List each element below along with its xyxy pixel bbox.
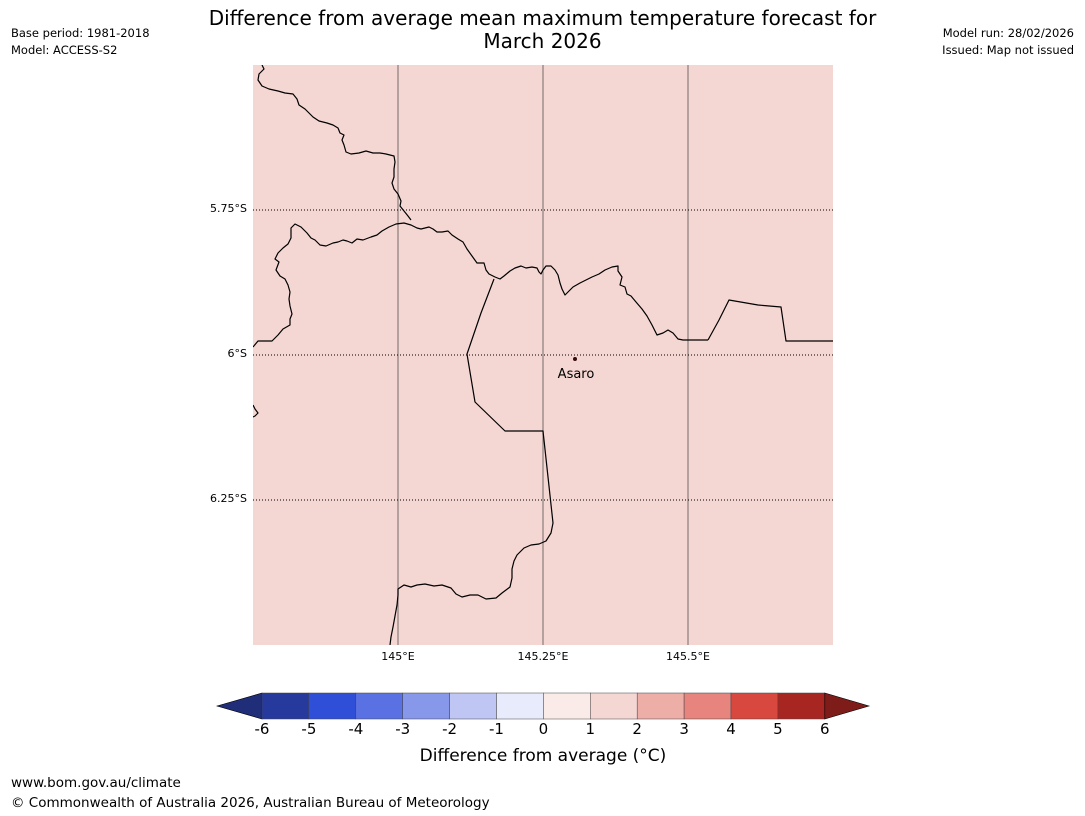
colorbar-segment — [261, 692, 310, 720]
metadata-right: Model run: 28/02/2026 Issued: Map not is… — [942, 25, 1074, 59]
lat-label-5-75s: 5.75°S — [210, 202, 247, 215]
colorbar-segment — [355, 692, 403, 720]
colorbar-segment — [636, 692, 685, 720]
lat-label-6-25s: 6.25°S — [210, 492, 247, 505]
metadata-left: Base period: 1981-2018 Model: ACCESS-S2 — [11, 25, 150, 59]
model-run-text: Model run: 28/02/2026 — [942, 26, 1074, 40]
colorbar-segment — [449, 692, 497, 720]
boundary-goroka-west — [389, 278, 554, 646]
colorbar-segment — [590, 692, 638, 720]
map-svg: Asaro — [252, 64, 833, 646]
colorbar-under-arrow — [215, 692, 263, 720]
boundary-northwest — [257, 64, 412, 221]
colorbar-tick-label: 3 — [679, 720, 689, 738]
lon-label-145-25e: 145.25°E — [517, 650, 569, 663]
colorbar-tick-label: 6 — [820, 720, 830, 738]
map-title: Difference from average mean maximum tem… — [208, 6, 877, 53]
colorbar-segment — [730, 692, 779, 720]
base-period-text: Base period: 1981-2018 — [11, 26, 150, 40]
colorbar-tick-label: -2 — [442, 720, 458, 738]
boundary-east-tail — [707, 299, 833, 342]
map-panel[interactable]: Asaro — [252, 64, 833, 646]
colorbar-segment — [402, 692, 450, 720]
colorbar-segment — [683, 692, 732, 720]
colorbar — [215, 692, 871, 720]
colorbar-segment — [308, 692, 357, 720]
footer-copyright: © Commonwealth of Australia 2026, Austra… — [11, 795, 490, 811]
model-text: Model: ACCESS-S2 — [11, 43, 118, 57]
lon-label-145e: 145°E — [381, 650, 415, 663]
colorbar-svg — [215, 692, 871, 720]
boundary-central-west — [252, 222, 708, 348]
colorbar-tick-label: 1 — [585, 720, 596, 738]
lon-label-145-5e: 145.5°E — [666, 650, 710, 663]
lat-label-6s: 6°S — [227, 347, 247, 360]
footer-url[interactable]: www.bom.gov.au/climate — [11, 775, 181, 791]
province-boundaries — [252, 64, 833, 646]
colorbar-tick-label: -4 — [348, 720, 364, 738]
colorbar-tick-label: 4 — [726, 720, 736, 738]
asaro-label: Asaro — [558, 367, 595, 382]
colorbar-over-arrow — [824, 692, 871, 720]
boundary-west-edge — [252, 404, 259, 418]
asaro-marker[interactable] — [573, 357, 577, 361]
colorbar-tick-label: 5 — [773, 720, 783, 738]
colorbar-label: Difference from average (°C) — [419, 746, 667, 766]
colorbar-tick-label: -6 — [254, 720, 270, 738]
issued-text: Issued: Map not issued — [942, 43, 1074, 57]
colorbar-segment — [496, 692, 544, 720]
colorbar-tick-label: 2 — [632, 720, 642, 738]
colorbar-segment — [777, 692, 826, 720]
colorbar-tick-label: -1 — [489, 720, 504, 738]
colorbar-tick-label: 0 — [538, 720, 549, 738]
colorbar-tick-label: -5 — [301, 720, 317, 738]
colorbar-segment — [543, 692, 591, 720]
colorbar-tick-label: -3 — [395, 720, 411, 738]
